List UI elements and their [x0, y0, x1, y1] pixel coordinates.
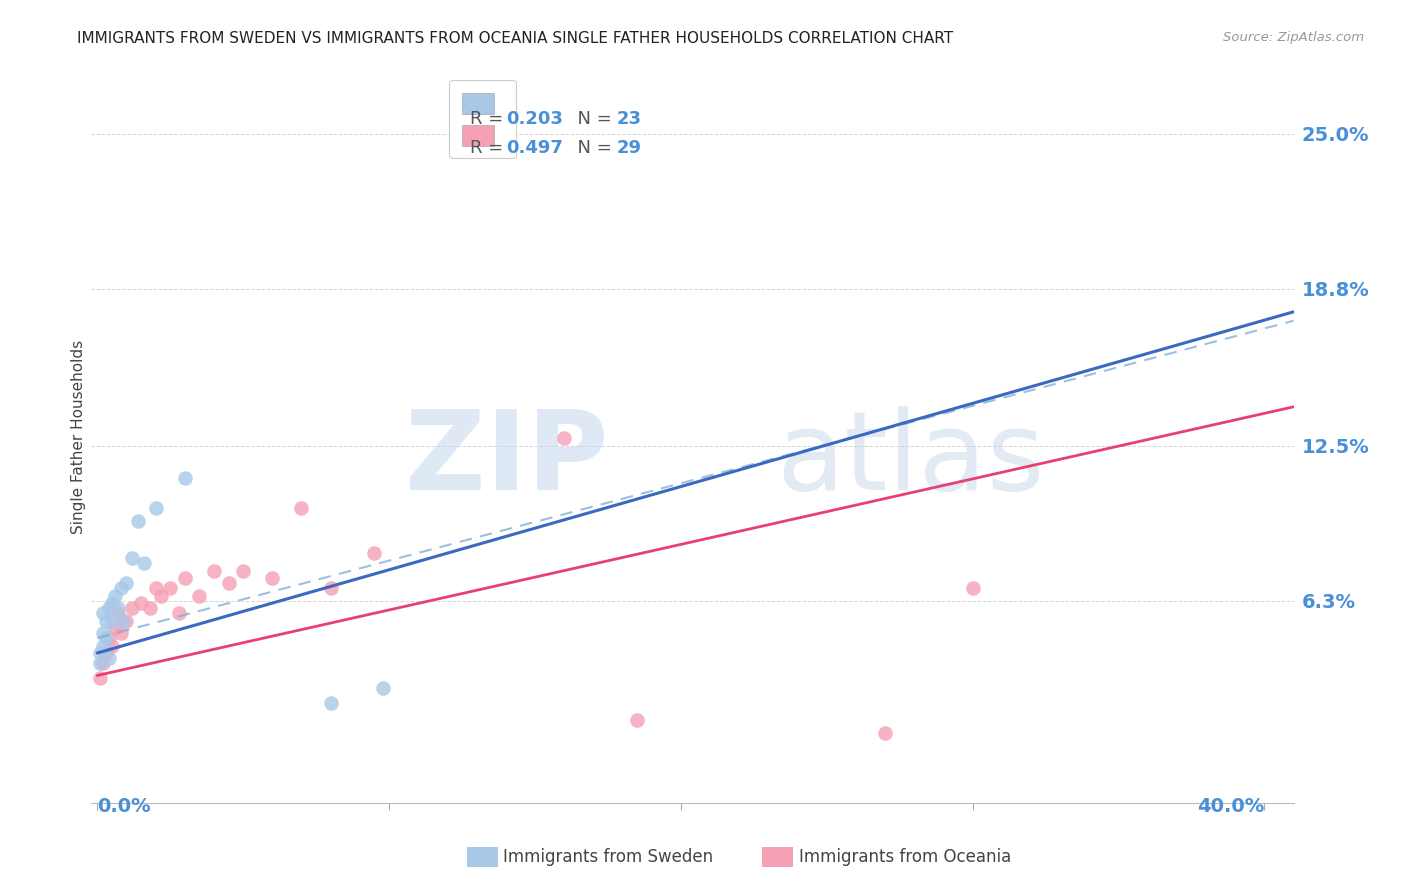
Point: [110, 581, 132, 595]
Point: [121, 601, 143, 615]
Point: [89, 671, 111, 685]
Point: [173, 471, 195, 485]
Text: 0.0%: 0.0%: [97, 797, 150, 816]
Text: 0.497: 0.497: [506, 139, 562, 157]
Text: IMMIGRANTS FROM SWEDEN VS IMMIGRANTS FROM OCEANIA SINGLE FATHER HOUSEHOLDS CORRE: IMMIGRANTS FROM SWEDEN VS IMMIGRANTS FRO…: [77, 31, 953, 46]
Point: [145, 501, 167, 516]
Point: [127, 514, 149, 528]
Point: [150, 589, 173, 603]
Point: [363, 546, 385, 560]
Point: [262, 571, 284, 585]
Text: Immigrants from Oceania: Immigrants from Oceania: [799, 848, 1011, 866]
Point: [94, 646, 117, 660]
Point: [373, 681, 395, 695]
Point: [962, 581, 984, 595]
Point: [97, 631, 120, 645]
Point: [91, 626, 114, 640]
Point: [94, 614, 117, 628]
Text: Immigrants from Sweden: Immigrants from Sweden: [503, 848, 713, 866]
Text: N =: N =: [567, 139, 617, 157]
Legend: , : ,: [449, 80, 516, 158]
Point: [319, 581, 342, 595]
Text: 40.0%: 40.0%: [1197, 797, 1264, 816]
Text: atlas: atlas: [776, 406, 1045, 513]
Point: [89, 646, 111, 660]
Point: [101, 614, 124, 628]
Text: 29: 29: [617, 139, 641, 157]
Point: [91, 606, 114, 620]
Point: [132, 556, 155, 570]
Point: [115, 576, 138, 591]
Point: [202, 564, 225, 578]
Point: [159, 581, 181, 595]
Point: [110, 626, 132, 640]
Point: [104, 589, 127, 603]
Point: [97, 651, 120, 665]
Point: [101, 639, 124, 653]
Point: [626, 714, 648, 728]
Text: Source: ZipAtlas.com: Source: ZipAtlas.com: [1223, 31, 1364, 45]
Point: [167, 606, 190, 620]
Point: [89, 656, 111, 670]
Point: [107, 606, 129, 620]
Text: R =: R =: [470, 139, 509, 157]
Y-axis label: Single Father Households: Single Father Households: [70, 340, 86, 534]
Text: 0.203: 0.203: [506, 110, 562, 128]
Point: [91, 656, 114, 670]
Point: [115, 614, 138, 628]
Point: [145, 581, 167, 595]
Point: [112, 614, 135, 628]
Point: [319, 696, 342, 710]
Text: 23: 23: [617, 110, 641, 128]
Point: [553, 431, 575, 445]
Point: [91, 639, 114, 653]
Point: [107, 601, 129, 615]
Text: ZIP: ZIP: [405, 406, 609, 513]
Point: [188, 589, 211, 603]
Text: R =: R =: [470, 110, 509, 128]
Point: [101, 596, 124, 610]
Point: [173, 571, 195, 585]
Point: [94, 631, 117, 645]
Point: [129, 596, 152, 610]
Point: [218, 576, 240, 591]
Point: [232, 564, 254, 578]
Text: N =: N =: [567, 110, 617, 128]
Point: [97, 601, 120, 615]
Point: [104, 621, 127, 635]
Point: [873, 726, 896, 740]
Point: [290, 501, 312, 516]
Point: [121, 551, 143, 566]
Point: [139, 601, 162, 615]
